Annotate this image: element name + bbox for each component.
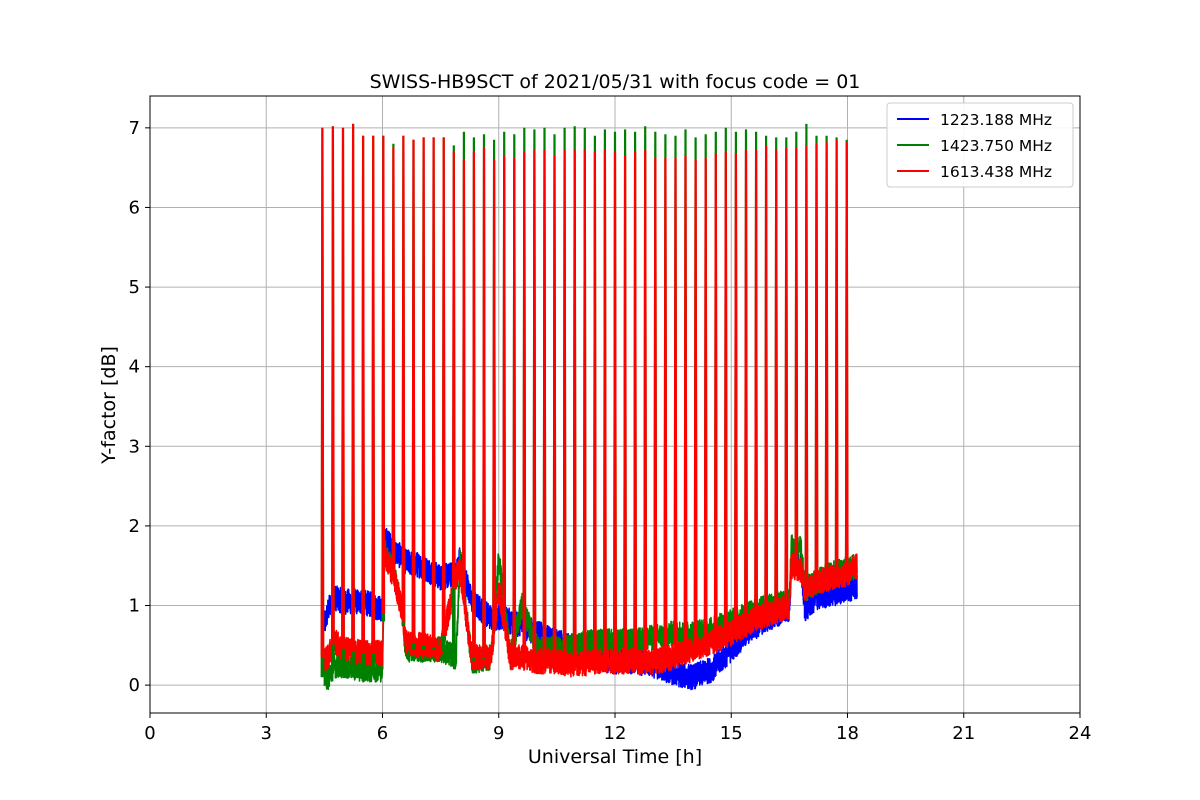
- red-spike: [502, 155, 506, 622]
- y-axis-label: Y-factor [dB]: [98, 346, 120, 465]
- red-spike: [512, 158, 517, 658]
- y-tick-label: 0: [129, 675, 140, 696]
- red-spike: [673, 158, 678, 657]
- red-spike: [774, 150, 779, 611]
- red-spike: [492, 159, 496, 631]
- legend: 1223.188 MHz 1423.750 MHz 1613.438 MHz: [886, 102, 1074, 188]
- legend-label: 1423.750 MHz: [940, 137, 1052, 155]
- red-spike: [713, 153, 718, 640]
- x-tick-label: 12: [604, 723, 627, 744]
- red-spike: [593, 151, 597, 662]
- x-tick-label: 9: [493, 723, 504, 744]
- x-tick-label: 15: [720, 723, 743, 744]
- red-spike: [562, 150, 567, 663]
- legend-label: 1613.438 MHz: [940, 163, 1052, 181]
- x-axis-label: Universal Time [h]: [528, 746, 702, 768]
- red-spike: [341, 127, 345, 649]
- red-spike: [361, 135, 365, 654]
- red-spike: [472, 151, 476, 658]
- y-tick-label: 6: [129, 197, 140, 218]
- plot-data: [320, 123, 858, 691]
- red-spike: [613, 151, 617, 662]
- red-spike: [542, 150, 547, 662]
- red-spike: [663, 158, 668, 659]
- x-tick-label: 24: [1069, 723, 1092, 744]
- y-tick-label: 7: [129, 118, 140, 139]
- red-spike: [784, 147, 789, 607]
- red-spike: [754, 150, 758, 620]
- chart-title: SWISS-HB9SCT of 2021/05/31 with focus co…: [370, 71, 861, 93]
- red-spike: [482, 147, 486, 658]
- red-spike: [814, 143, 819, 582]
- plot-area: [320, 123, 858, 691]
- red-spike: [572, 150, 577, 665]
- red-spike: [441, 137, 446, 636]
- red-spike: [804, 145, 809, 589]
- red-spike: [391, 147, 396, 576]
- red-spike: [552, 155, 557, 662]
- x-tick-label: 21: [952, 723, 975, 744]
- y-tick-label: 5: [129, 277, 140, 298]
- red-spike: [844, 142, 849, 574]
- y-tick-label: 4: [129, 357, 140, 378]
- y-tick-label: 3: [129, 436, 140, 457]
- red-spike: [371, 135, 376, 654]
- red-spike: [603, 150, 607, 662]
- red-spike: [653, 158, 658, 661]
- red-spike: [431, 137, 436, 648]
- red-spike: [320, 127, 325, 658]
- legend-items: 1223.188 MHz 1423.750 MHz 1613.438 MHz: [897, 111, 1052, 181]
- red-spike: [381, 135, 386, 614]
- red-spike: [462, 159, 466, 599]
- red-spike: [703, 158, 708, 644]
- red-spike: [643, 150, 648, 662]
- x-tick-label: 18: [836, 723, 859, 744]
- red-spike: [734, 153, 738, 631]
- x-tick-label: 0: [144, 723, 155, 744]
- red-spike: [744, 150, 748, 625]
- red-spike: [401, 135, 406, 623]
- x-tick-label: 3: [261, 723, 272, 744]
- red-spike: [794, 147, 799, 568]
- red-spike: [723, 151, 728, 636]
- red-spike: [522, 151, 527, 658]
- red-spike: [421, 137, 426, 646]
- red-spike: [351, 123, 355, 652]
- legend-box: [886, 102, 1074, 188]
- red-spike: [582, 150, 587, 664]
- red-spike: [451, 151, 456, 589]
- red-spike: [331, 126, 335, 645]
- y-tick-label: 1: [129, 596, 140, 617]
- red-spike: [824, 142, 829, 580]
- red-spike: [623, 155, 627, 662]
- red-spike: [633, 151, 637, 662]
- legend-label: 1223.188 MHz: [940, 111, 1052, 129]
- red-spike: [683, 155, 688, 653]
- red-spike: [764, 145, 768, 616]
- y-tick-label: 2: [129, 516, 140, 537]
- red-spike: [693, 159, 698, 649]
- red-spike: [834, 139, 839, 577]
- red-spike: [411, 139, 416, 644]
- x-tick-label: 6: [377, 723, 388, 744]
- red-spike: [532, 150, 537, 661]
